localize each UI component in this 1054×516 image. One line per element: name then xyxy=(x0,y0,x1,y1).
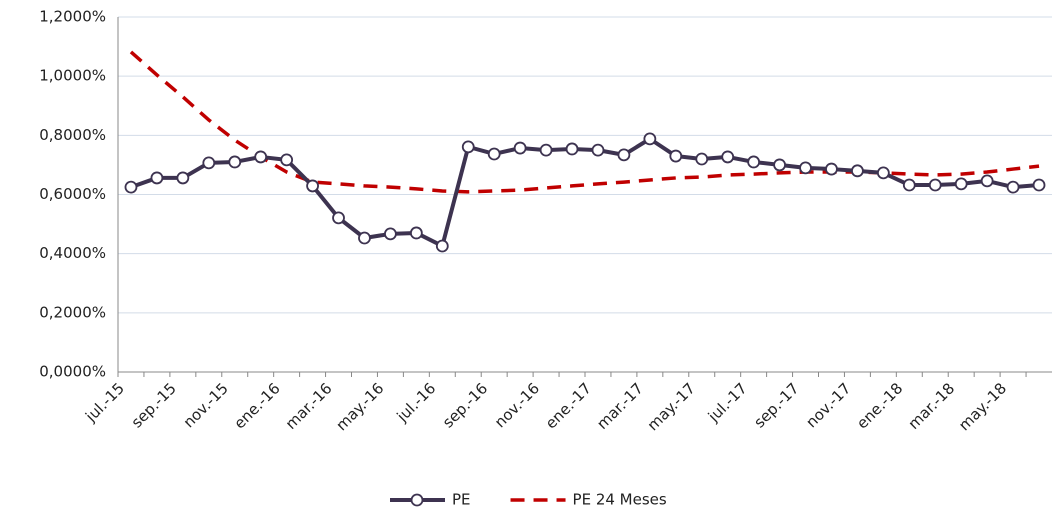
point xyxy=(1032,178,1046,192)
point xyxy=(980,174,994,188)
point xyxy=(773,158,786,172)
x-tick-label: may.-16 xyxy=(332,379,387,434)
point xyxy=(539,143,553,157)
x-tick-label: ene.-17 xyxy=(542,379,595,432)
point xyxy=(851,164,864,178)
point xyxy=(513,141,527,155)
point xyxy=(876,166,890,180)
point xyxy=(591,143,605,157)
point xyxy=(202,156,216,170)
y-tick-label: 0,2000% xyxy=(39,303,106,321)
series-line xyxy=(129,50,1040,194)
point xyxy=(669,149,683,163)
point xyxy=(617,148,631,162)
x-tick-label: sep.-15 xyxy=(128,379,180,431)
point xyxy=(228,155,242,169)
y-tick-label: 1,0000% xyxy=(39,67,106,85)
y-tick-label: 0,8000% xyxy=(39,126,106,144)
point xyxy=(384,227,397,241)
point xyxy=(306,179,319,193)
point xyxy=(695,152,709,166)
x-tick-label: nov.-16 xyxy=(491,379,543,431)
legend-label: PE xyxy=(452,491,471,509)
point xyxy=(799,161,812,175)
point xyxy=(928,178,942,192)
x-tick-label: nov.-17 xyxy=(802,379,854,431)
series-line xyxy=(130,136,1040,248)
x-tick-label: ene.-18 xyxy=(853,379,906,432)
x-tick-label: mar.-17 xyxy=(593,379,647,433)
legend-marker xyxy=(410,493,424,507)
point xyxy=(954,177,968,191)
x-tick-label: sep.-17 xyxy=(750,379,802,431)
point xyxy=(461,140,475,154)
point xyxy=(902,178,916,192)
point xyxy=(643,132,657,146)
point xyxy=(409,226,423,240)
point xyxy=(1006,180,1020,194)
y-tick-label: 0,4000% xyxy=(39,244,106,262)
point xyxy=(280,153,294,167)
point xyxy=(721,150,735,164)
x-tick-label: jul.-16 xyxy=(393,379,440,426)
point xyxy=(124,180,138,194)
point xyxy=(176,171,190,185)
x-tick-label: sep.-16 xyxy=(439,379,491,431)
point xyxy=(565,142,579,156)
y-tick-label: 0,6000% xyxy=(39,185,106,203)
point xyxy=(254,150,268,164)
point xyxy=(150,171,164,185)
y-tick-label: 1,2000% xyxy=(39,8,106,26)
x-tick-label: jul.-17 xyxy=(704,379,751,426)
x-tick-label: ene.-16 xyxy=(230,379,283,432)
point xyxy=(747,155,761,169)
point xyxy=(435,239,449,253)
x-tick-label: may.-17 xyxy=(644,379,699,434)
point xyxy=(487,147,501,161)
x-tick-label: nov.-15 xyxy=(180,379,232,431)
point xyxy=(358,231,371,245)
legend-label: PE 24 Meses xyxy=(573,491,667,509)
x-tick-label: may.-18 xyxy=(955,379,1010,434)
y-tick-label: 0,0000% xyxy=(39,363,106,381)
point xyxy=(332,211,345,225)
point xyxy=(825,162,838,176)
x-tick-label: mar.-16 xyxy=(282,379,336,433)
x-tick-label: jul.-15 xyxy=(81,379,128,426)
x-tick-label: mar.-18 xyxy=(905,379,959,433)
